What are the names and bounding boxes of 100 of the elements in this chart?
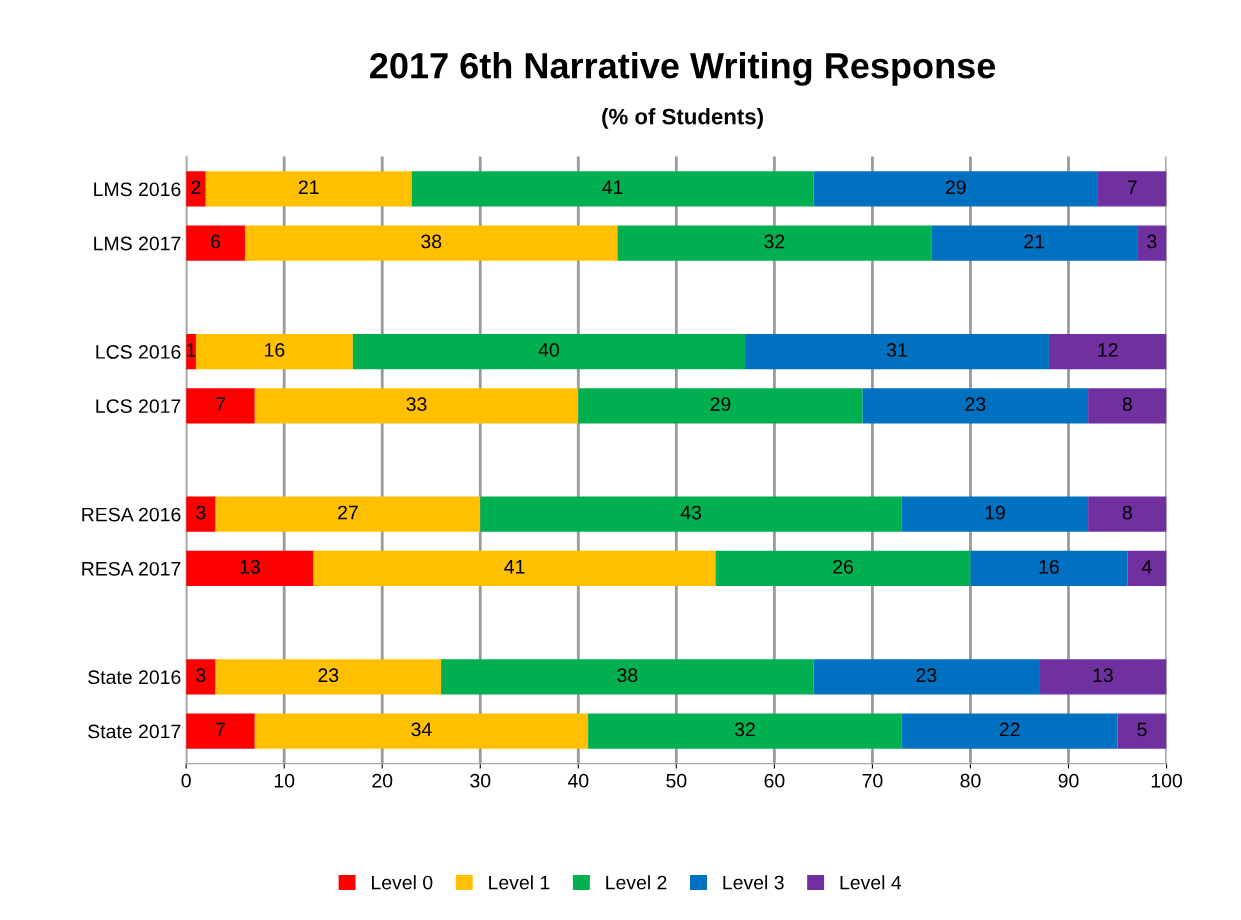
x-tick-label: 50 (666, 773, 687, 788)
bar (1117, 713, 1167, 749)
data-label: 22 (999, 722, 1020, 737)
y-tick-label: RESA 2016 (82, 507, 181, 522)
legend-label: Level 0 (372, 875, 433, 890)
bar (578, 388, 863, 424)
bar (186, 388, 255, 424)
bar (1039, 659, 1167, 695)
data-label: 38 (421, 234, 442, 249)
data-label: 33 (406, 397, 427, 412)
bar (970, 550, 1128, 587)
bar (244, 225, 618, 261)
data-label: 3 (1147, 234, 1157, 249)
bar (313, 550, 716, 587)
x-tick-label: 80 (960, 773, 981, 788)
x-tick-label: 20 (372, 773, 393, 788)
data-label: 5 (1137, 722, 1147, 737)
bar (480, 496, 902, 532)
y-tick-label: RESA 2017 (82, 561, 181, 576)
data-label: 34 (411, 722, 432, 737)
bar (186, 713, 255, 749)
chart-title: 2017 6th Narrative Writing Response (370, 52, 996, 86)
bar (1137, 225, 1167, 261)
data-label: 40 (538, 343, 559, 357)
bar (617, 225, 932, 261)
bar (1127, 550, 1167, 587)
bar (862, 388, 1089, 424)
data-label: 26 (833, 559, 853, 574)
data-label: 41 (602, 180, 623, 194)
bar (441, 659, 814, 695)
x-tick-label: 10 (274, 773, 295, 788)
legend-label: Level 3 (723, 875, 784, 890)
y-tick-label: LCS 2016 (96, 345, 181, 359)
y-tick-label: LMS 2016 (94, 182, 181, 197)
bar (215, 496, 481, 532)
data-label: 23 (965, 397, 986, 412)
data-label: 32 (734, 722, 755, 737)
bar (901, 713, 1118, 749)
bar (195, 333, 353, 370)
bar (254, 388, 579, 424)
data-label: 43 (680, 505, 702, 520)
data-label: 1 (187, 343, 196, 357)
data-label: 13 (240, 559, 260, 574)
x-tick-label: 30 (470, 773, 491, 788)
data-label: 41 (504, 560, 525, 574)
data-label: 12 (1098, 343, 1118, 357)
data-label: 6 (211, 234, 221, 249)
bar (215, 659, 442, 695)
data-label: 7 (216, 722, 225, 737)
bar (715, 550, 971, 587)
bar (411, 171, 814, 207)
bar (186, 659, 216, 695)
data-label: 29 (710, 397, 731, 412)
bar (1088, 388, 1167, 424)
x-tick-label: 60 (764, 773, 785, 788)
data-label: 3 (196, 668, 206, 683)
data-label: 4 (1141, 560, 1152, 574)
y-tick-label: State 2017 (88, 724, 181, 739)
bar (205, 171, 412, 207)
data-label: 32 (764, 234, 785, 249)
data-label: 13 (1093, 668, 1113, 683)
bar (186, 171, 206, 207)
chart-subtitle: (% of Students) (602, 108, 763, 129)
legend-label: Level 1 (489, 875, 550, 890)
data-label: 38 (617, 668, 638, 683)
bar (186, 550, 314, 587)
y-tick-label: LMS 2017 (94, 236, 181, 251)
bar (186, 496, 216, 532)
bar (352, 333, 745, 370)
bar (1048, 333, 1167, 370)
data-label: 27 (338, 505, 358, 520)
x-tick-label: 100 (1151, 773, 1182, 788)
bar (901, 496, 1089, 532)
legend-label: Level 4 (840, 875, 902, 890)
y-tick-label: LCS 2017 (96, 399, 181, 414)
data-label: 31 (886, 343, 907, 357)
x-tick-label: 0 (181, 773, 191, 788)
bar (1088, 496, 1167, 532)
data-label: 19 (985, 505, 1005, 520)
data-label: 21 (298, 180, 319, 194)
bar (254, 713, 589, 749)
data-label: 7 (216, 397, 225, 411)
bar (931, 225, 1138, 261)
bar (813, 171, 1098, 207)
data-label: 3 (196, 505, 206, 520)
data-label: 8 (1122, 505, 1132, 520)
data-label: 8 (1122, 397, 1132, 412)
data-label: 23 (916, 668, 937, 683)
x-tick-label: 90 (1058, 773, 1079, 788)
x-tick-label: 40 (567, 773, 589, 788)
bar (1097, 171, 1167, 207)
data-label: 7 (1127, 180, 1137, 194)
data-label: 16 (1039, 559, 1059, 574)
data-label: 21 (1024, 234, 1045, 249)
data-label: 16 (265, 343, 285, 357)
data-label: 2 (191, 180, 201, 194)
y-tick-label: State 2016 (88, 670, 181, 685)
data-label: 29 (945, 180, 966, 195)
data-label: 23 (318, 668, 339, 683)
legend-label: Level 2 (606, 875, 667, 890)
